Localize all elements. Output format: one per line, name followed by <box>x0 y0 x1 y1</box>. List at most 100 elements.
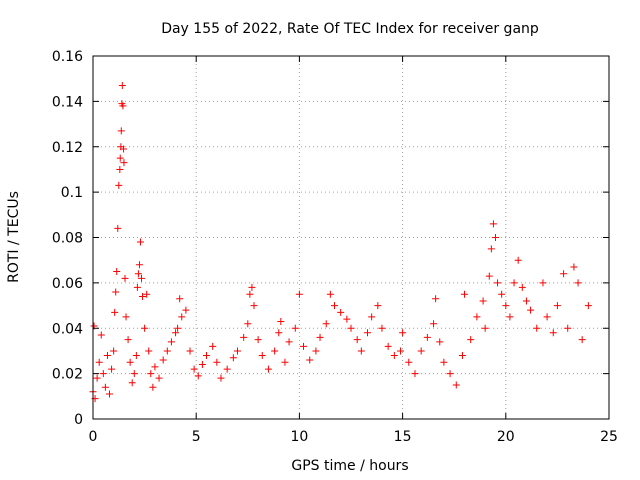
data-point <box>584 302 592 310</box>
data-point <box>163 347 171 355</box>
data-point <box>275 329 283 337</box>
data-point <box>136 238 144 246</box>
data-point <box>397 347 405 355</box>
data-point <box>213 358 221 366</box>
data-point <box>564 324 572 332</box>
data-point <box>481 324 489 332</box>
data-point <box>111 308 119 316</box>
data-point <box>487 245 495 253</box>
x-tick-label: 15 <box>394 429 412 445</box>
data-point <box>120 145 128 153</box>
data-point <box>145 347 153 355</box>
data-point <box>506 313 514 321</box>
y-tick-label: 0.06 <box>52 276 83 292</box>
plot-frame <box>92 55 610 420</box>
data-point <box>141 324 149 332</box>
data-point <box>322 320 330 328</box>
grid-lines <box>93 56 609 419</box>
data-point <box>498 290 506 298</box>
data-point <box>312 347 320 355</box>
y-axis-label: ROTI / TECUs <box>6 191 22 283</box>
y-tick-label: 0.1 <box>61 185 83 201</box>
data-point <box>510 279 518 287</box>
data-point <box>411 370 419 378</box>
data-point <box>479 297 487 305</box>
x-tick-label: 25 <box>600 429 618 445</box>
data-point <box>119 102 127 110</box>
data-point <box>467 336 475 344</box>
data-point <box>194 372 202 380</box>
data-point <box>306 356 314 364</box>
data-point <box>285 338 293 346</box>
x-tick-label: 20 <box>497 429 515 445</box>
data-point <box>186 347 194 355</box>
data-point <box>233 347 241 355</box>
x-axis-label: GPS time / hours <box>291 458 408 474</box>
y-tick-label: 0.04 <box>52 321 83 337</box>
data-point <box>364 329 372 337</box>
data-point <box>277 317 285 325</box>
data-point <box>93 374 101 382</box>
x-tick-label: 5 <box>192 429 201 445</box>
data-point <box>549 329 557 337</box>
data-point <box>135 261 143 269</box>
data-point <box>248 283 256 291</box>
data-point <box>491 234 499 241</box>
data-point <box>560 270 568 278</box>
y-tick-label: 0.08 <box>52 231 83 247</box>
data-point <box>108 365 116 373</box>
data-point <box>126 358 134 366</box>
data-point <box>116 154 124 162</box>
data-point <box>97 331 105 339</box>
data-point <box>182 306 190 314</box>
data-point <box>514 256 522 264</box>
data-point <box>452 381 460 389</box>
y-tick-label: 0.02 <box>52 367 83 383</box>
data-point <box>115 181 123 189</box>
data-point <box>458 351 466 359</box>
data-point <box>343 315 351 323</box>
data-point <box>151 363 159 371</box>
data-point <box>229 354 237 362</box>
y-tick-label: 0 <box>74 412 83 428</box>
data-point <box>250 302 258 310</box>
data-point <box>99 370 107 378</box>
data-point <box>436 338 444 346</box>
y-tick-label: 0.14 <box>52 94 83 110</box>
data-point <box>138 274 146 282</box>
data-point <box>217 374 225 382</box>
data-point <box>95 358 103 366</box>
data-point <box>178 313 186 321</box>
data-point <box>578 336 586 344</box>
data-point <box>485 272 493 280</box>
data-point <box>502 302 510 310</box>
data-point <box>124 336 132 344</box>
data-point <box>240 333 248 341</box>
data-point <box>337 308 345 316</box>
data-point <box>128 379 136 387</box>
data-point <box>533 324 541 332</box>
data-point <box>399 329 407 337</box>
data-point <box>118 81 126 89</box>
data-point <box>570 263 578 271</box>
data-point <box>106 390 114 398</box>
data-point <box>174 324 182 332</box>
data-point <box>139 292 147 300</box>
data-point <box>122 313 130 321</box>
data-point <box>522 297 530 305</box>
data-point <box>316 333 324 341</box>
x-axis: 0 5 10 15 20 25 <box>89 56 618 445</box>
data-point <box>295 290 303 298</box>
data-point <box>390 351 398 359</box>
data-point <box>244 320 252 328</box>
data-point <box>110 347 118 355</box>
data-point <box>176 295 184 303</box>
data-point <box>198 361 206 369</box>
data-point <box>254 336 262 344</box>
data-points <box>89 81 592 403</box>
data-point <box>147 370 155 378</box>
data-point <box>121 274 129 282</box>
data-point <box>134 270 142 278</box>
data-point <box>353 336 361 344</box>
data-point <box>132 351 140 359</box>
